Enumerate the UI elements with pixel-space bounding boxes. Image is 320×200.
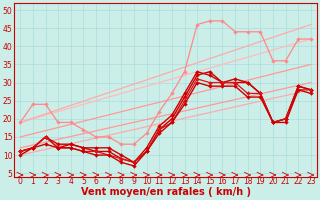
- X-axis label: Vent moyen/en rafales ( km/h ): Vent moyen/en rafales ( km/h ): [81, 187, 251, 197]
